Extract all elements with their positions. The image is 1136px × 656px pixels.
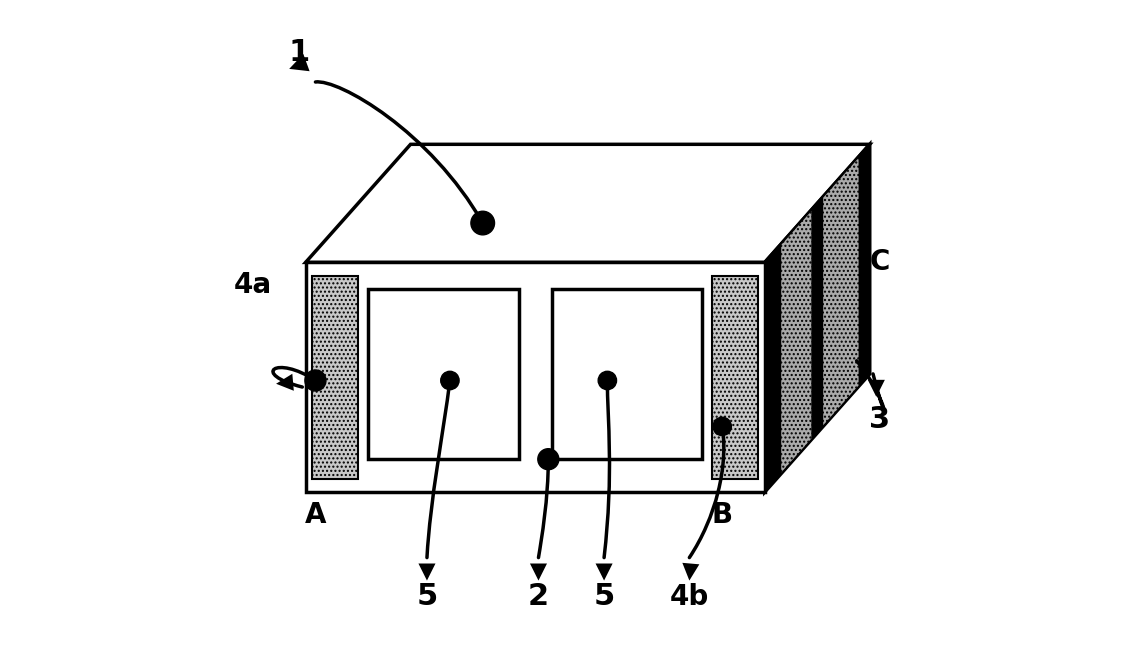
Bar bbox=[368, 289, 519, 459]
Polygon shape bbox=[822, 156, 859, 427]
Text: 5: 5 bbox=[593, 583, 615, 611]
Polygon shape bbox=[780, 209, 812, 474]
Polygon shape bbox=[531, 564, 548, 581]
Bar bbox=[312, 276, 358, 479]
Polygon shape bbox=[868, 380, 885, 397]
Text: 3: 3 bbox=[869, 405, 891, 434]
Bar bbox=[306, 262, 765, 492]
Circle shape bbox=[713, 417, 732, 436]
Text: 5: 5 bbox=[416, 583, 437, 611]
Polygon shape bbox=[418, 564, 435, 581]
Bar bbox=[552, 289, 702, 459]
Text: A: A bbox=[304, 501, 326, 529]
Circle shape bbox=[441, 371, 459, 390]
Text: 2: 2 bbox=[528, 583, 549, 611]
Polygon shape bbox=[683, 563, 700, 581]
Circle shape bbox=[471, 211, 494, 235]
Text: 1: 1 bbox=[289, 38, 310, 67]
Text: 4b: 4b bbox=[670, 583, 709, 611]
Polygon shape bbox=[306, 144, 870, 262]
Circle shape bbox=[537, 449, 559, 470]
Text: C: C bbox=[869, 249, 889, 276]
Circle shape bbox=[304, 370, 326, 391]
Bar bbox=[712, 276, 758, 479]
Circle shape bbox=[599, 371, 617, 390]
Polygon shape bbox=[290, 54, 310, 72]
Polygon shape bbox=[765, 144, 870, 492]
Polygon shape bbox=[276, 374, 294, 391]
Polygon shape bbox=[595, 564, 612, 581]
Text: B: B bbox=[711, 501, 733, 529]
Text: 4a: 4a bbox=[234, 272, 273, 299]
